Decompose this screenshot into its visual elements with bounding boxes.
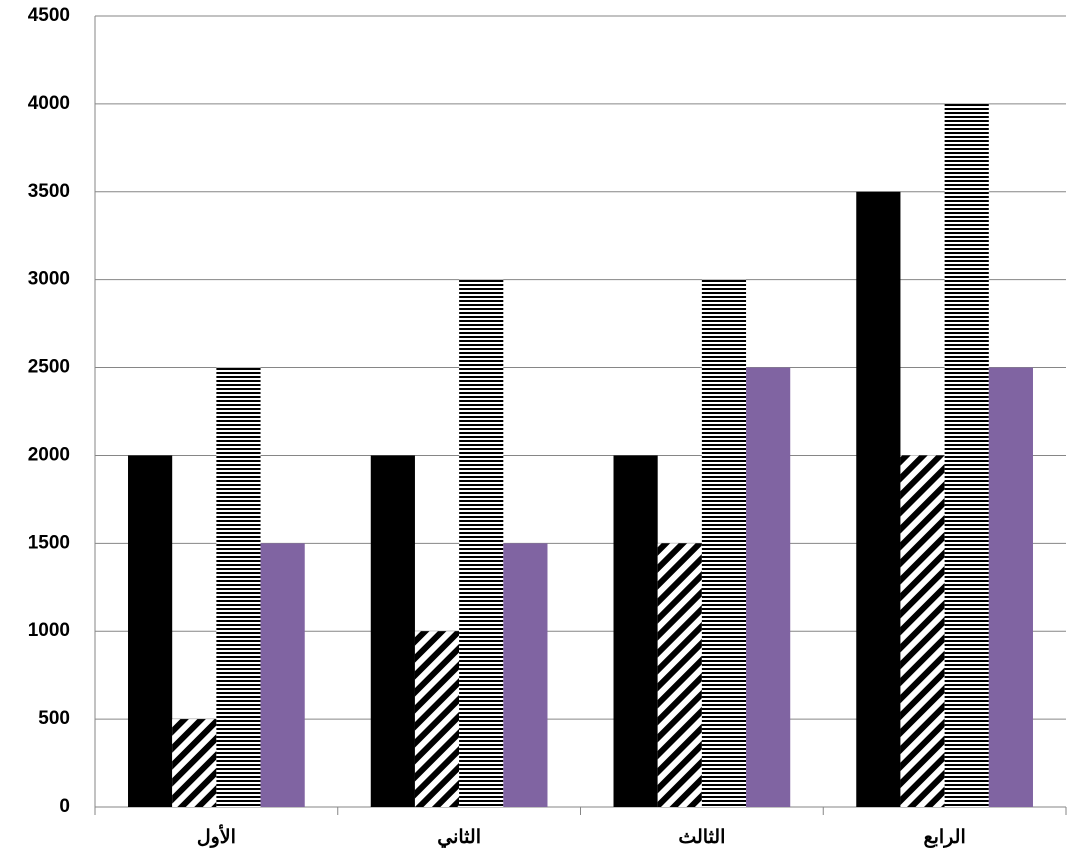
x-tick-label: الثالث bbox=[678, 827, 725, 848]
bar bbox=[260, 543, 305, 807]
y-tick-label: 2000 bbox=[28, 444, 70, 465]
bar bbox=[988, 367, 1033, 807]
y-tick-label: 500 bbox=[38, 708, 70, 729]
bar bbox=[657, 543, 702, 807]
y-tick-label: 2500 bbox=[28, 357, 70, 378]
bar bbox=[414, 631, 460, 807]
bar bbox=[944, 103, 989, 807]
bar bbox=[701, 279, 747, 808]
x-tick-label: الأول bbox=[197, 824, 236, 848]
bar bbox=[172, 719, 217, 807]
bar bbox=[613, 455, 658, 807]
y-tick-label: 4500 bbox=[28, 5, 70, 26]
y-tick-label: 1000 bbox=[28, 620, 70, 641]
y-tick-label: 1500 bbox=[28, 532, 70, 553]
bar bbox=[856, 191, 901, 807]
y-tick-label: 3000 bbox=[28, 269, 70, 290]
y-tick-label: 0 bbox=[59, 796, 70, 817]
y-tick-label: 4000 bbox=[28, 93, 70, 114]
bar bbox=[370, 455, 415, 807]
bar bbox=[503, 543, 548, 807]
bar bbox=[900, 455, 945, 807]
y-tick-label: 3500 bbox=[28, 181, 70, 202]
bar bbox=[128, 455, 173, 807]
bar bbox=[216, 367, 261, 807]
x-tick-label: الرابع bbox=[924, 827, 966, 848]
x-tick-label: الثاني bbox=[437, 827, 481, 849]
bar bbox=[459, 279, 504, 808]
bar bbox=[746, 367, 791, 807]
